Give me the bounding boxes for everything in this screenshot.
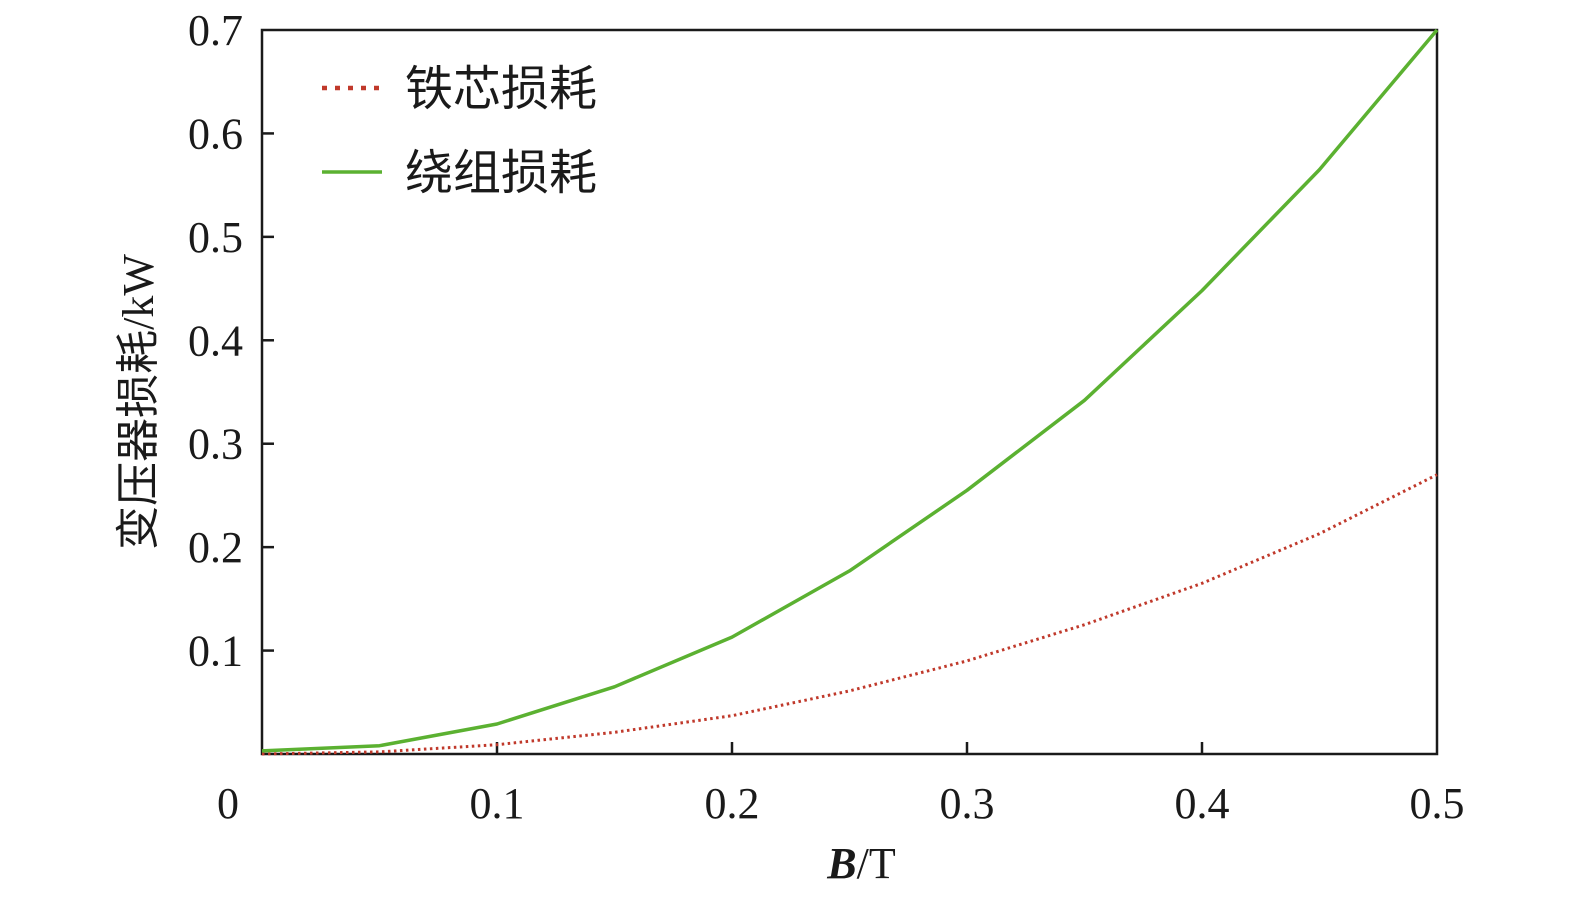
- plot-area: [260, 28, 1439, 756]
- x-tick-label: 0.5: [1410, 779, 1465, 828]
- x-tick-label: 0.1: [470, 779, 525, 828]
- y-tick-label: 0.6: [188, 109, 243, 158]
- y-tick-label: 0.5: [188, 213, 243, 262]
- x-tick-label: 0.3: [940, 779, 995, 828]
- legend-label-2: 绕组损耗: [405, 145, 597, 201]
- y-tick-label: 0.3: [188, 420, 243, 469]
- x-tick-label: 0.2: [705, 779, 760, 828]
- y-tick-label: 0.1: [188, 627, 243, 676]
- x-axis-title-unit: /T: [857, 839, 896, 888]
- x-axis-title: B/T: [826, 839, 896, 888]
- series-line-1: [261, 473, 1438, 756]
- y-axis-title: 变压器损耗/kW: [114, 254, 163, 550]
- y-tick-label: 0.7: [188, 6, 243, 55]
- x-axis-title-variable: B: [826, 839, 856, 888]
- plot-frame: [260, 28, 1439, 756]
- series-layer: [261, 28, 1439, 756]
- series-line-2: [261, 28, 1439, 753]
- y-tick-label: 0.2: [188, 523, 243, 572]
- y-tick-label: 0.4: [188, 316, 243, 365]
- legend-label-1: 铁芯损耗: [405, 61, 597, 117]
- y-axis: 0.1 0.2 0.3 0.4 0.5 0.6 0.7: [188, 6, 274, 676]
- x-tick-label: 0.4: [1175, 779, 1230, 828]
- x-axis: 0 0.1 0.2 0.3 0.4 0.5: [217, 742, 1465, 828]
- x-tick-label: 0: [217, 779, 239, 828]
